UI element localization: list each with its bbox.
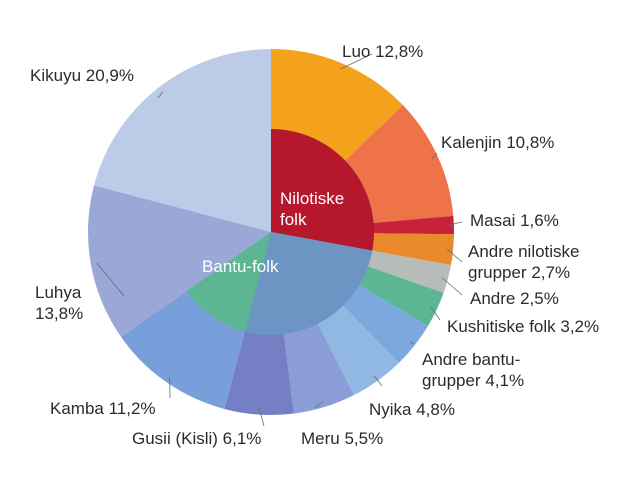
leader-luhya [96,262,125,297]
label-meru: Meru 5,5% [301,429,383,448]
leader-andre [441,277,463,296]
inner-slice-bantu-folk [244,232,373,336]
label-andre-bantu-grupper: Andre bantu-grupper 4,1% [422,350,524,390]
inner-slice-nilotiske-folk [271,129,374,251]
leader-kikuyu [157,91,164,99]
slice-labels: Luo 12,8% Kalenjin 10,8% Masai 1,6% Andre n… [30,42,599,448]
leader-kushitiske-folk [430,307,441,321]
label-gusii-kisli: Gusii (Kisli) 6,1% [132,429,261,448]
label-nyika: Nyika 4,8% [369,400,455,419]
inner-ring: Nilotiske folk Bantu-folk [186,129,374,336]
leader-masai [447,221,463,226]
label-leaders [96,53,463,427]
label-luo: Luo 12,8% [342,42,423,61]
label-kamba: Kamba 11,2% [50,399,156,418]
leader-nyika [373,375,383,387]
inner-slice-group-2 [186,232,271,332]
label-masai: Masai 1,6% [470,211,559,230]
leader-andre-nilotiske-grupper [446,248,463,263]
inner-label-bantu-folk: Bantu-folk [202,257,279,276]
inner-label-nilotiske-folk: Nilotiske folk [280,189,344,229]
slice-luhya [88,185,271,337]
label-luhya: Luhya 13,8% [35,283,83,323]
label-kikuyu: Kikuyu 20,9% [30,66,134,85]
leader-gusii-kisli [258,408,265,427]
label-kushitiske-folk: Kushitiske folk 3,2% [447,317,599,336]
leader-meru [314,400,324,409]
leader-kalenjin [431,152,438,159]
slice-kikuyu [94,49,271,232]
leader-andre-bantu-grupper [409,341,415,345]
label-andre-nilotiske-grupper: Andre nilotiske grupper 2,7% [468,242,580,282]
leader-luo [340,53,373,70]
label-kalenjin: Kalenjin 10,8% [441,133,554,152]
label-andre: Andre 2,5% [470,289,559,308]
